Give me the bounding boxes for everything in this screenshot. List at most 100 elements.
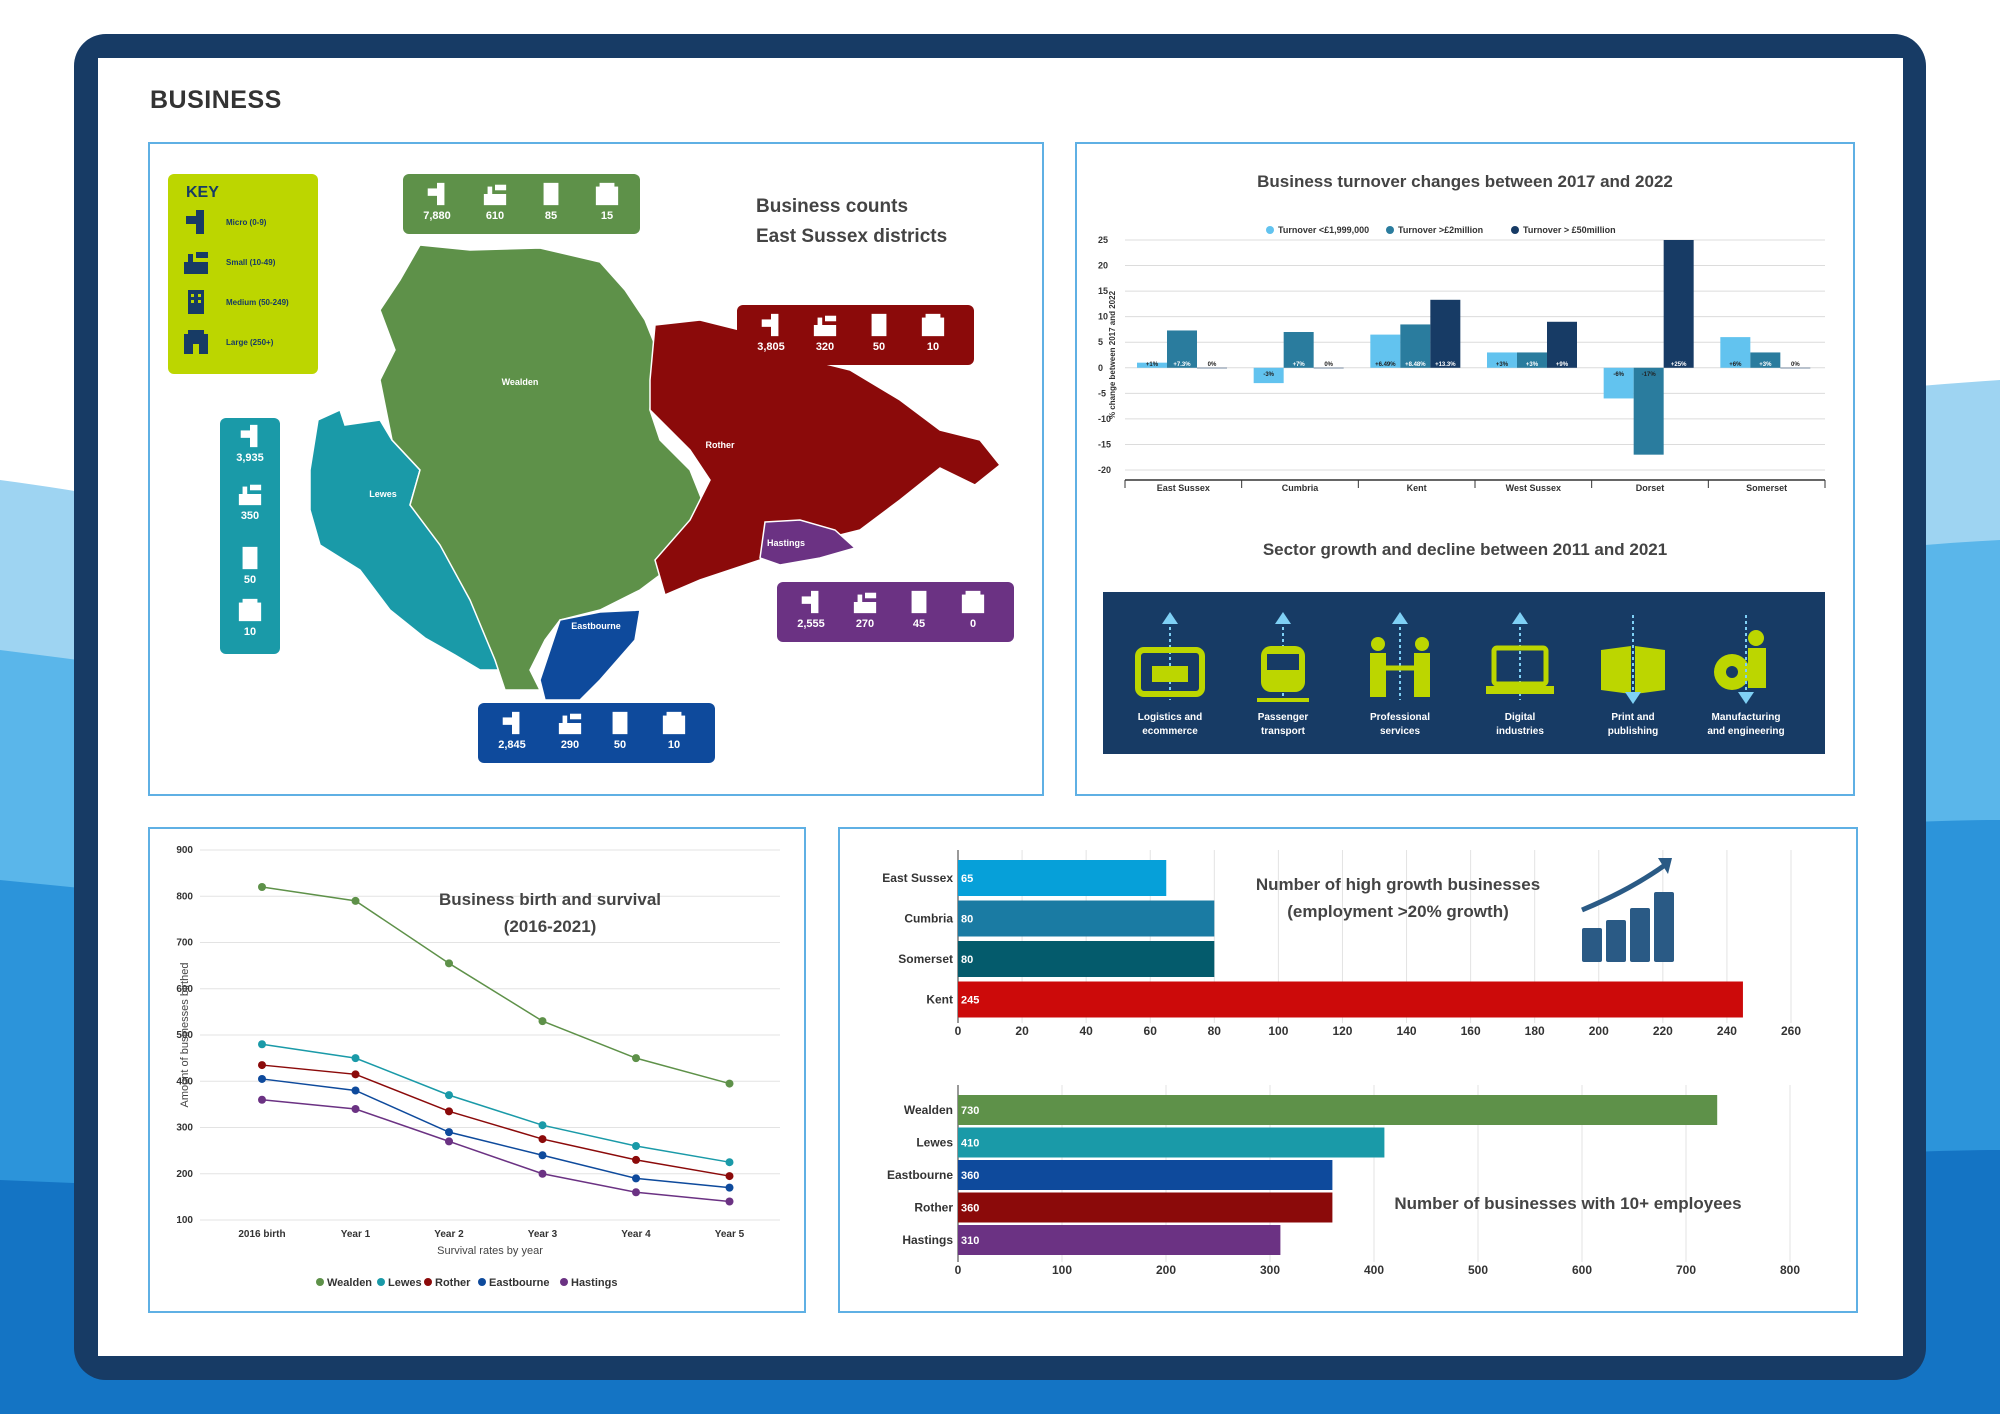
key-row-micro: Micro (0-9) — [182, 208, 312, 240]
data-point — [725, 1172, 734, 1181]
legend-label: Wealden — [327, 1277, 372, 1289]
growth-charts: 0 20 40 60 80 100 120 140 160 180 200 220 240 260 East… — [882, 850, 1801, 1277]
x-tick-label: 700 — [1676, 1263, 1696, 1277]
data-point — [725, 1183, 734, 1192]
data-point — [538, 1151, 547, 1160]
book-icon — [1601, 615, 1665, 704]
x-tick-label: 240 — [1717, 1024, 1737, 1038]
data-point — [258, 1095, 266, 1104]
data-point — [725, 1079, 734, 1088]
legend-label-0: Turnover <£1,999,000 — [1278, 225, 1369, 235]
bar — [1633, 367, 1664, 455]
bar-data-label: 65 — [961, 873, 973, 885]
x-tick-label: Somerset — [1746, 483, 1787, 493]
turnover-chart-title: Business turnover changes between 2017 a… — [1257, 172, 1673, 191]
x-tick-label: 120 — [1332, 1024, 1352, 1038]
badge-hastings-medium: 45 — [899, 588, 939, 630]
data-point — [632, 1054, 640, 1063]
badge-rother-medium: 50 — [859, 311, 899, 353]
bar-data-label: 410 — [961, 1138, 979, 1150]
bar-data-label: -3% — [1263, 372, 1274, 378]
badge-eastbourne-large: 10 — [654, 709, 694, 751]
sector-print: Print and publishing — [1578, 610, 1688, 739]
sector-transport: Passenger transport — [1228, 610, 1338, 739]
badge-wealden: 7,880 610 85 15 — [403, 174, 640, 234]
x-tick-label: 80 — [1208, 1024, 1222, 1038]
birth-survival-chart: 900 800 700 600 500 400 300 200 100 Amount of bus… — [176, 845, 780, 1289]
sector-logistics: Logistics and ecommerce — [1115, 610, 1225, 739]
growth-chart-icon — [1581, 858, 1674, 962]
data-point — [351, 896, 360, 905]
legend-swatch-2 — [1511, 226, 1519, 234]
bar-data-label: +8.48% — [1405, 362, 1426, 368]
key-title: KEY — [186, 184, 219, 201]
legend-swatch — [316, 1278, 324, 1286]
data-point — [632, 1174, 640, 1183]
legend-label-1: Turnover >£2million — [1398, 225, 1483, 235]
x-tick-label: 0 — [955, 1263, 962, 1277]
badge-eastbourne-medium: 50 — [600, 709, 640, 751]
bar-data-label: +9% — [1556, 362, 1569, 368]
legend-swatch — [424, 1278, 432, 1286]
badge-lewes-micro: 3,935 — [230, 422, 270, 464]
x-tick-label: Kent — [1407, 483, 1427, 493]
badge-eastbourne-micro: 2,845 — [492, 709, 532, 751]
bar-data-label: 245 — [961, 995, 979, 1007]
bar-data-label: 730 — [961, 1105, 979, 1117]
ten-plus-bar — [958, 1192, 1333, 1223]
data-point — [258, 1061, 266, 1070]
key-label-small: Small (10-49) — [226, 258, 276, 267]
bar — [1603, 367, 1634, 399]
data-point — [725, 1197, 734, 1206]
bar — [1313, 367, 1344, 369]
small-business-icon — [184, 252, 208, 274]
bar — [1400, 324, 1431, 368]
x-tick-label: Year 1 — [341, 1229, 371, 1240]
data-point — [632, 1142, 640, 1150]
bar-data-label: 0% — [1324, 362, 1333, 368]
x-tick-label: Year 5 — [715, 1229, 745, 1240]
badge-rother: 3,805 320 50 10 — [737, 305, 974, 365]
legend-label: Rother — [435, 1277, 471, 1289]
badge-wealden-small: 610 — [475, 180, 515, 222]
bar — [1370, 334, 1401, 368]
bar — [1663, 240, 1694, 368]
birth-survival-panel — [148, 827, 806, 1313]
bar — [1283, 332, 1314, 368]
y-tick-label: 200 — [176, 1169, 193, 1180]
x-tick-label: 200 — [1156, 1263, 1176, 1277]
bar-data-label: 310 — [961, 1235, 979, 1247]
sector-panel: Logistics and ecommerce Passenger transpor… — [1103, 592, 1825, 754]
high-growth-bar — [958, 941, 1215, 977]
bar — [1487, 352, 1517, 368]
badge-hastings-large: 0 — [953, 588, 993, 630]
y-tick-label: 0 — [1098, 363, 1103, 373]
large-business-icon — [184, 330, 208, 354]
key-row-small: Small (10-49) — [182, 248, 312, 280]
high-growth-title-line2: (employment >20% growth) — [1287, 902, 1509, 921]
bar-data-label: 80 — [961, 954, 973, 966]
x-tick-label: 20 — [1015, 1024, 1029, 1038]
bar — [1547, 321, 1577, 368]
data-point — [445, 1128, 453, 1137]
high-growth-bar — [958, 860, 1167, 896]
bar-data-label: +1% — [1146, 362, 1159, 368]
bar-data-label: +7% — [1293, 362, 1306, 368]
y-tick-label: 20 — [1098, 261, 1108, 271]
data-point — [538, 1135, 547, 1144]
y-tick-label: 100 — [176, 1215, 193, 1226]
legend-swatch — [377, 1278, 385, 1286]
data-point — [445, 959, 453, 968]
high-growth-bar — [958, 981, 1743, 1018]
x-tick-label: 2016 birth — [238, 1229, 285, 1240]
data-point — [632, 1155, 640, 1164]
x-tick-label: 220 — [1653, 1024, 1673, 1038]
y-tick-label: 400 — [176, 1076, 193, 1087]
basket-icon — [1135, 612, 1205, 700]
x-tick-label: 60 — [1144, 1024, 1158, 1038]
x-tick-label: 500 — [1468, 1263, 1488, 1277]
bar-data-label: +13.3% — [1435, 362, 1456, 368]
legend-label-2: Turnover > £50million — [1523, 225, 1616, 235]
x-tick-label: 0 — [955, 1024, 962, 1038]
bar — [1137, 362, 1167, 368]
